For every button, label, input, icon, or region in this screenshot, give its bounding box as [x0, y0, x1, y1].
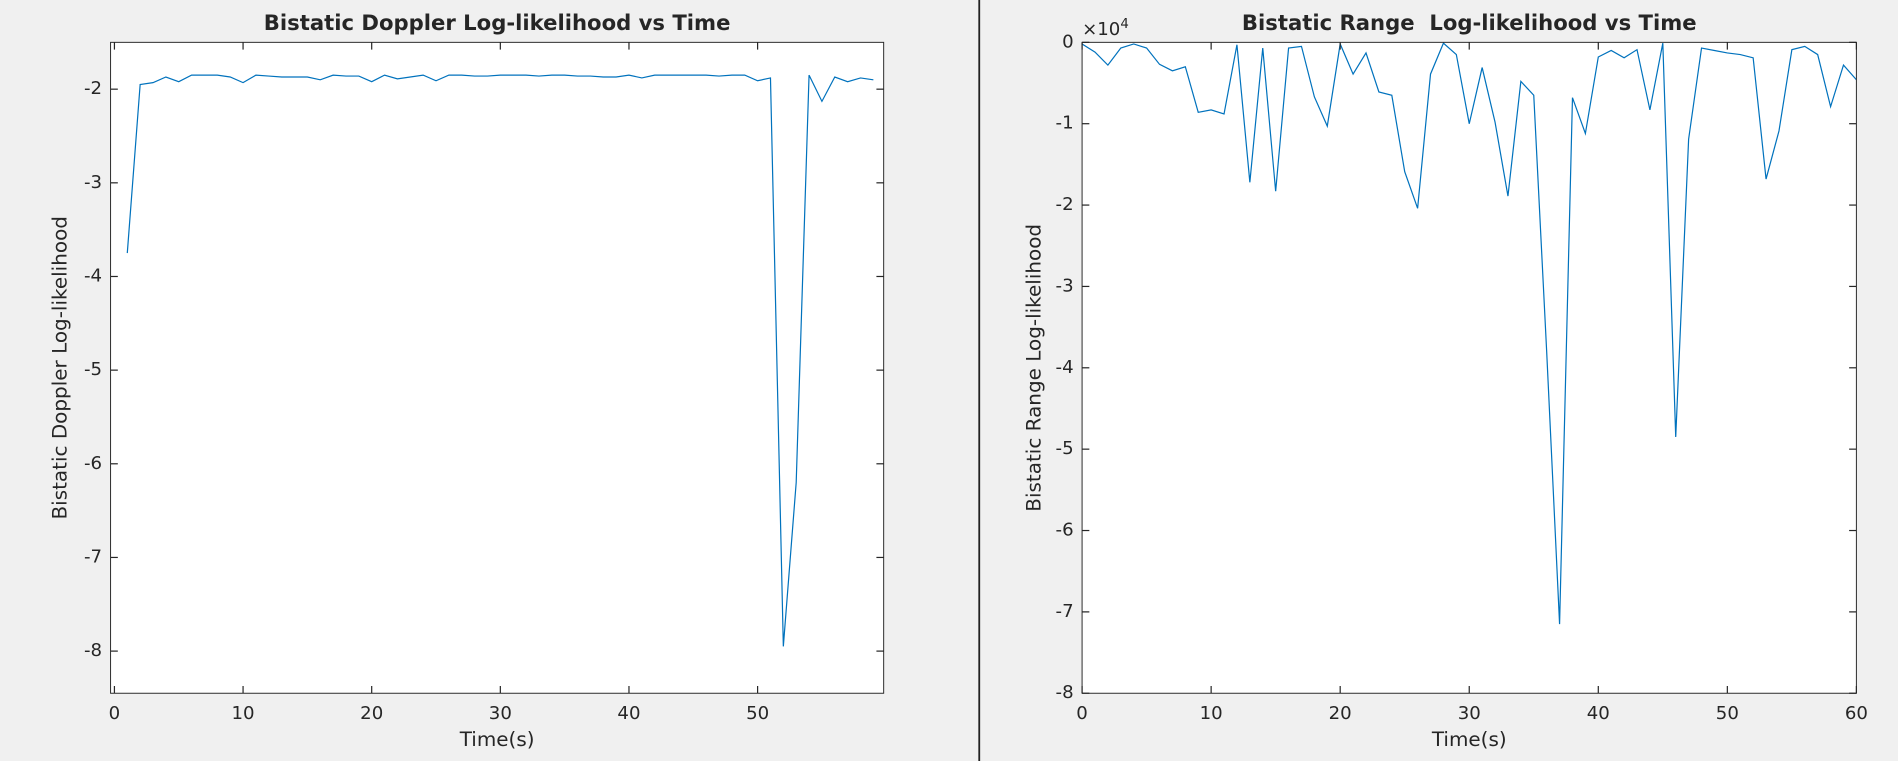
chart-title: Bistatic Doppler Log-likelihood vs Time	[264, 10, 731, 35]
y-tick-label: -7	[1056, 601, 1074, 622]
y-tick-label: -8	[1056, 682, 1074, 703]
y-tick-label: -2	[1056, 194, 1074, 215]
x-tick-label: 40	[1587, 703, 1610, 724]
x-tick-label: 50	[746, 703, 769, 724]
y-exponent-power: 4	[1120, 17, 1128, 32]
x-tick-label: 60	[1845, 703, 1868, 724]
y-tick-label: 0	[1062, 31, 1074, 52]
y-tick-label: -6	[1056, 520, 1074, 541]
x-tick-label: 30	[489, 703, 512, 724]
y-tick-label: -4	[84, 265, 102, 286]
x-tick-label: 30	[1458, 703, 1481, 724]
axes-box	[110, 41, 885, 694]
y-tick-label: -4	[1056, 357, 1074, 378]
x-tick-label: 40	[617, 703, 640, 724]
x-tick-label: 50	[1716, 703, 1739, 724]
y-tick-label: -3	[84, 172, 102, 193]
y-axis-label: Bistatic Doppler Log-likelihood	[47, 216, 71, 520]
y-tick-label: -5	[84, 359, 102, 380]
y-tick-label: -8	[84, 640, 102, 661]
x-tick-label: 10	[232, 703, 255, 724]
y-exponent: ×104	[1082, 17, 1129, 40]
plot-area	[1082, 42, 1857, 694]
data-line	[1081, 41, 1857, 625]
x-axis-label: Time(s)	[459, 727, 535, 751]
y-tick-label: -3	[1056, 275, 1074, 296]
y-tick-label: -2	[84, 78, 102, 99]
x-tick-label: 0	[109, 703, 121, 724]
x-tick-label: 0	[1076, 703, 1088, 724]
x-tick-label: 10	[1200, 703, 1223, 724]
x-axis-label: Time(s)	[1431, 727, 1507, 751]
y-tick-label: -5	[1056, 438, 1074, 459]
plot-area	[110, 42, 884, 694]
y-tick-label: -1	[1056, 113, 1074, 134]
y-axis-label: Bistatic Range Log-likelihood	[1021, 224, 1045, 512]
y-exponent-base: ×10	[1082, 19, 1120, 40]
x-tick-label: 20	[360, 703, 383, 724]
chart-title: Bistatic Range Log-likelihood vs Time	[1242, 10, 1697, 35]
y-tick-label: -7	[84, 546, 102, 567]
data-line	[126, 74, 874, 647]
y-tick-label: -6	[84, 453, 102, 474]
x-tick-label: 20	[1329, 703, 1352, 724]
